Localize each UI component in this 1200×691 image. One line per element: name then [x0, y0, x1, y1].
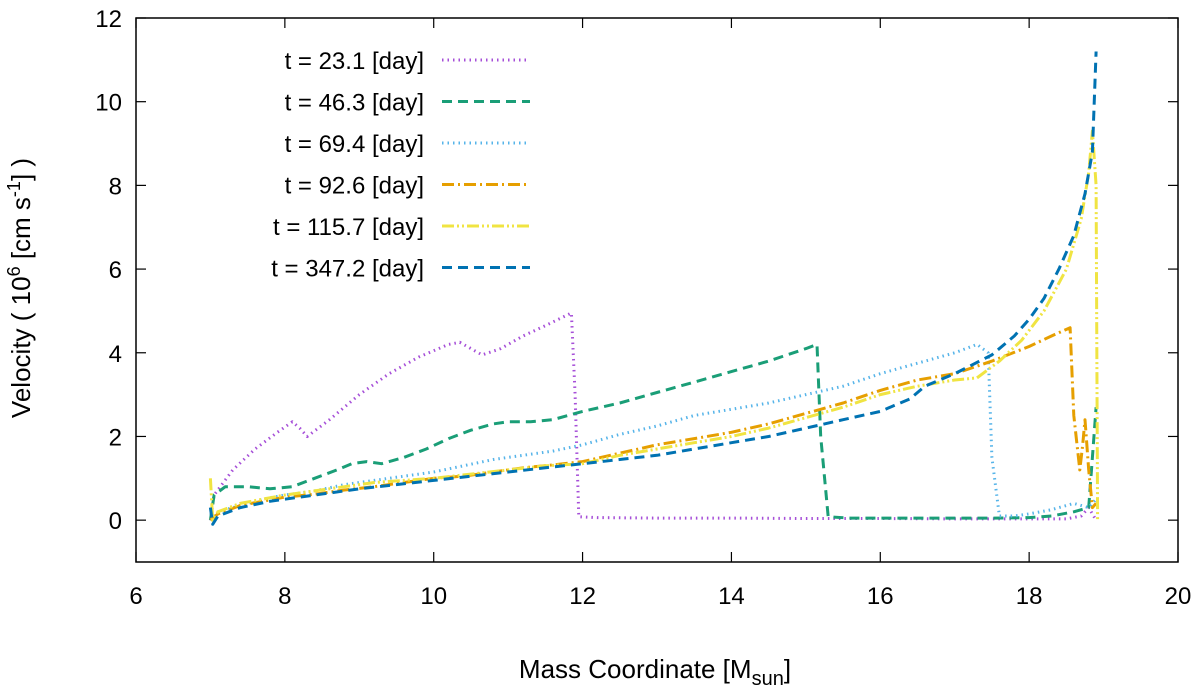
y-axis-label: Velocity ( 106 [cm s-1] )	[4, 158, 36, 418]
x-tick-label: 18	[1016, 583, 1043, 610]
series-line-1	[208, 342, 1098, 521]
legend-label-2: t = 69.4 [day]	[285, 131, 424, 158]
x-tick-label: 16	[867, 583, 894, 610]
legend-label-1: t = 46.3 [day]	[285, 90, 424, 117]
x-tick-label: 12	[569, 583, 596, 610]
legend: t = 23.1 [day] t = 46.3 [day] t = 69.4 [da…	[271, 48, 530, 283]
plot-frame	[135, 17, 1179, 563]
series-line-2	[209, 342, 1098, 522]
x-tick-label: 6	[129, 583, 142, 610]
y-tick-label: 10	[95, 90, 122, 117]
legend-label-0: t = 23.1 [day]	[285, 48, 424, 75]
y-tick-label: 6	[109, 257, 122, 284]
y-tick-labels: 0 2 4 6 8 10 12	[95, 6, 122, 535]
series-line-4	[208, 129, 1100, 522]
y-tick-label: 0	[109, 508, 122, 535]
legend-label-3: t = 92.6 [day]	[285, 173, 424, 200]
legend-label-5: t = 347.2 [day]	[271, 256, 424, 283]
y-tick-label: 2	[109, 424, 122, 451]
series-line-5	[208, 51, 1098, 526]
x-tick-labels: 6 8 10 12 14 16 18 20	[129, 583, 1191, 610]
x-tick-label: 20	[1165, 583, 1192, 610]
x-tick-label: 10	[420, 583, 447, 610]
x-tick-label: 8	[278, 583, 291, 610]
series-line-0	[208, 311, 1098, 521]
legend-label-4: t = 115.7 [day]	[273, 214, 424, 241]
y-tick-label: 12	[95, 6, 122, 33]
y-tick-label: 4	[109, 341, 122, 368]
x-tick-label: 14	[718, 583, 745, 610]
x-axis-label: Mass Coordinate [Msun]	[519, 654, 791, 690]
y-tick-label: 8	[109, 173, 122, 200]
series-lines	[208, 51, 1100, 526]
